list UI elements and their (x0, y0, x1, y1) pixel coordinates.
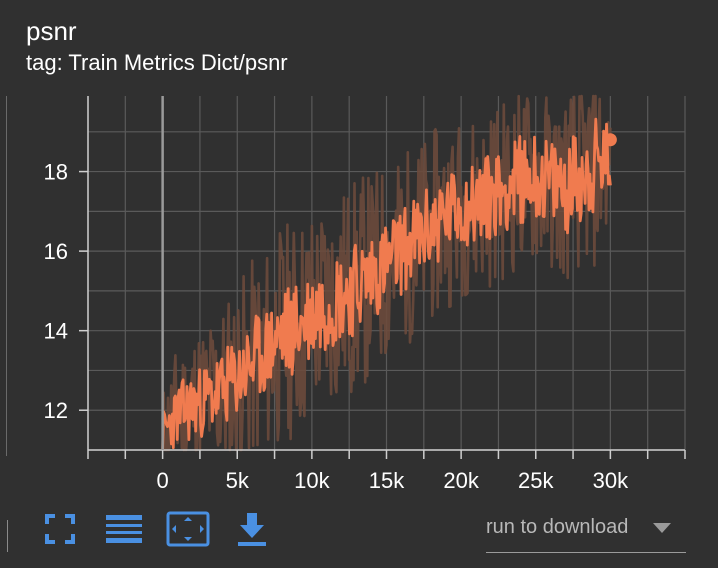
smoothed-series (161, 117, 617, 451)
y-tick-labels: 12 14 16 18 (44, 160, 68, 424)
fullscreen-icon (45, 514, 75, 544)
card-tag: tag: Train Metrics Dict/psnr (26, 50, 288, 75)
card-title: psnr (26, 16, 77, 46)
x-tick-label: 25k (518, 468, 554, 493)
chart-toolbar (38, 508, 294, 550)
fullscreen-button[interactable] (38, 508, 82, 550)
x-tick-labels: 0 5k 10k 15k 20k 25k 30k (157, 468, 630, 493)
last-point-marker (603, 133, 617, 147)
run-download-label: run to download (486, 516, 629, 538)
chevron-down-icon (653, 523, 671, 533)
fit-domain-button[interactable] (166, 508, 210, 550)
y-tick-label: 18 (44, 160, 68, 185)
lines-icon (106, 515, 142, 543)
adjacent-card-edge-bottom (0, 520, 8, 552)
download-icon (238, 513, 266, 546)
y-tick-label: 16 (44, 239, 68, 264)
run-download-select[interactable]: run to download (486, 510, 686, 553)
toggle-log-scale-button[interactable] (102, 508, 146, 550)
x-tick-label: 5k (226, 468, 250, 493)
y-tick-label: 12 (44, 398, 68, 423)
x-tick-label: 20k (443, 468, 479, 493)
fit-domain-icon (166, 511, 210, 547)
x-tick-label: 30k (593, 468, 629, 493)
smoothed-line (161, 117, 612, 451)
adjacent-card-edge (0, 96, 7, 456)
download-button[interactable] (230, 508, 274, 550)
axes (79, 96, 686, 459)
x-tick-label: 10k (294, 468, 330, 493)
x-tick-label: 15k (369, 468, 405, 493)
psnr-chart[interactable]: 12 14 16 18 0 5k 10k 15k 20k 25k 30k (0, 0, 718, 505)
y-tick-label: 14 (44, 319, 68, 344)
x-tick-label: 0 (157, 468, 169, 493)
